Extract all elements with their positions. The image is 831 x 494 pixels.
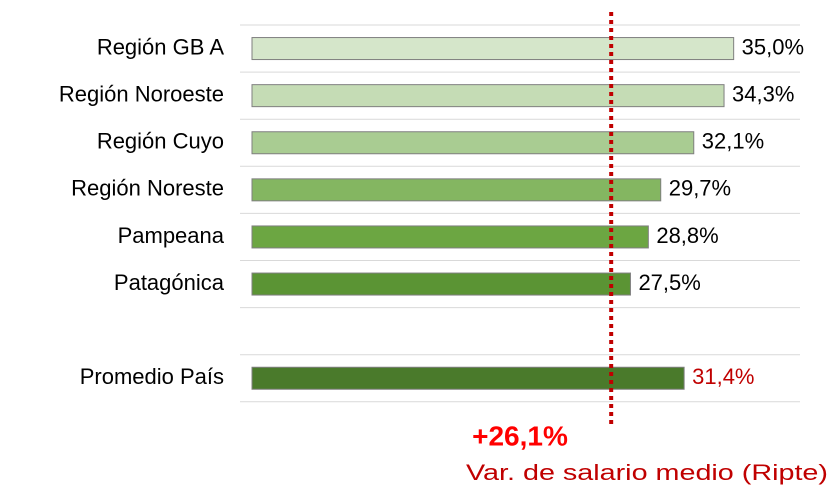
value-label: 28,8%: [656, 223, 718, 248]
bar: [251, 37, 735, 61]
category-label: Promedio País: [80, 364, 224, 389]
value-label: 34,3%: [732, 81, 794, 106]
value-label: 27,5%: [638, 270, 700, 295]
bar: [251, 131, 695, 155]
category-label: Región Noroeste: [59, 81, 224, 106]
bar: [251, 84, 725, 108]
bar: [251, 366, 685, 390]
value-label: 29,7%: [669, 176, 731, 201]
bar: [251, 225, 649, 249]
reference-caption: Var. de salario medio (Ripte): [466, 460, 828, 485]
value-label: 32,1%: [702, 129, 764, 154]
value-label: 35,0%: [742, 34, 804, 59]
value-label: 31,4%: [692, 364, 754, 389]
category-label: Región GB A: [97, 34, 225, 59]
bar: [251, 272, 631, 296]
reference-value: +26,1%: [472, 420, 568, 451]
category-label: Región Noreste: [71, 176, 224, 201]
category-label: Patagónica: [114, 270, 225, 295]
category-label: Región Cuyo: [97, 129, 224, 154]
category-label: Pampeana: [118, 223, 225, 248]
bar: [251, 178, 662, 202]
